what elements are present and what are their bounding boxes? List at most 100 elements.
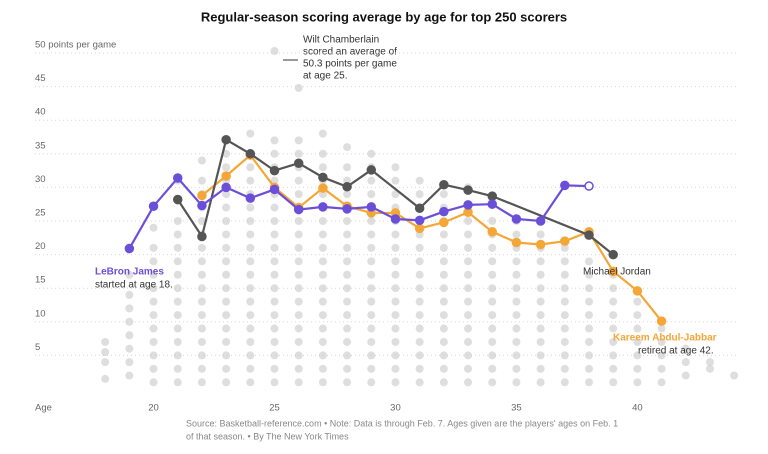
- background-dot: [391, 257, 400, 266]
- background-dot: [367, 297, 376, 306]
- background-dot: [367, 311, 376, 320]
- background-dot: [464, 337, 473, 346]
- annotation: Wilt Chamberlain: [303, 35, 379, 46]
- series-point: [293, 204, 304, 215]
- background-dot: [197, 378, 206, 387]
- background-dot: [560, 364, 569, 373]
- background-dot: [149, 257, 158, 266]
- background-dot: [318, 284, 327, 293]
- background-dot: [464, 351, 473, 360]
- background-dot: [197, 284, 206, 293]
- series-point: [342, 181, 352, 192]
- background-dot: [585, 351, 594, 360]
- background-dot: [149, 270, 158, 279]
- background-dot: [633, 351, 642, 360]
- y-tick-label: 25: [35, 208, 46, 219]
- background-dot: [294, 364, 303, 373]
- background-dot: [294, 324, 303, 333]
- background-dot: [270, 230, 279, 239]
- background-dot: [343, 190, 352, 199]
- background-dot: [415, 337, 424, 346]
- background-dot: [125, 371, 134, 380]
- background-dot: [609, 337, 618, 346]
- background-dot: [222, 364, 231, 373]
- background-dot: [246, 297, 255, 306]
- background-dot: [391, 270, 400, 279]
- background-dot: [222, 243, 231, 252]
- background-dot: [343, 378, 352, 387]
- series-point: [535, 216, 546, 226]
- background-dot: [367, 378, 376, 387]
- background-dot: [125, 290, 134, 299]
- series-note: started at age 18.: [95, 280, 173, 291]
- background-dot: [367, 257, 376, 266]
- series-point: [487, 191, 497, 201]
- background-dot: [246, 203, 255, 212]
- background-dot: [439, 378, 448, 387]
- background-dot: [585, 311, 594, 320]
- background-dot: [415, 311, 424, 320]
- series-point: [293, 158, 304, 168]
- background-dot: [609, 311, 618, 320]
- background-dot: [343, 284, 352, 293]
- background-dot: [367, 176, 376, 185]
- background-dot: [536, 284, 545, 293]
- background-dot: [343, 364, 352, 373]
- background-dot: [101, 358, 110, 367]
- series-point: [124, 243, 135, 254]
- background-dot: [391, 230, 400, 239]
- background-dot: [125, 331, 134, 340]
- background-dot: [512, 257, 521, 266]
- background-dot: [464, 378, 473, 387]
- background-dot: [657, 337, 666, 346]
- background-dot: [415, 297, 424, 306]
- background-dot: [173, 311, 182, 320]
- background-dot: [173, 230, 182, 239]
- background-dot: [270, 46, 279, 55]
- series-point: [560, 236, 570, 246]
- background-dot: [343, 270, 352, 279]
- background-dot: [488, 297, 497, 306]
- background-dot: [464, 270, 473, 279]
- series-point: [608, 249, 618, 260]
- background-dot: [536, 378, 545, 387]
- background-dot: [536, 324, 545, 333]
- y-tick-label: 35: [35, 140, 46, 151]
- series-point: [439, 206, 449, 217]
- background-dot: [222, 337, 231, 346]
- background-dot: [270, 243, 279, 252]
- background-dot: [343, 143, 352, 152]
- background-dot: [125, 304, 134, 313]
- background-dot: [270, 311, 279, 320]
- background-dot: [149, 243, 158, 252]
- background-dot: [681, 344, 690, 353]
- background-dot: [439, 364, 448, 373]
- background-dot: [197, 364, 206, 373]
- background-dot: [294, 217, 303, 225]
- background-dot: [343, 351, 352, 360]
- background-dot: [415, 284, 424, 293]
- background-dot: [197, 176, 206, 185]
- background-dot: [222, 324, 231, 333]
- background-dot: [391, 243, 400, 252]
- background-dot: [609, 324, 618, 333]
- series-point: [584, 230, 594, 240]
- series-label: LeBron James: [95, 267, 164, 278]
- x-tick-label: 25: [269, 403, 280, 414]
- background-dot: [294, 337, 303, 346]
- series-point: [487, 199, 497, 209]
- background-dot: [439, 270, 448, 279]
- background-dot: [439, 324, 448, 333]
- background-dot: [173, 351, 182, 360]
- background-dot: [173, 364, 182, 373]
- background-dot: [609, 284, 618, 293]
- background-dot: [464, 324, 473, 333]
- background-dot: [464, 230, 473, 239]
- background-dot: [585, 324, 594, 333]
- background-dot: [439, 351, 448, 360]
- series-point: [197, 200, 207, 211]
- background-dot: [488, 337, 497, 346]
- series-point: [172, 194, 183, 205]
- background-dot: [222, 284, 231, 293]
- series-point: [221, 182, 231, 193]
